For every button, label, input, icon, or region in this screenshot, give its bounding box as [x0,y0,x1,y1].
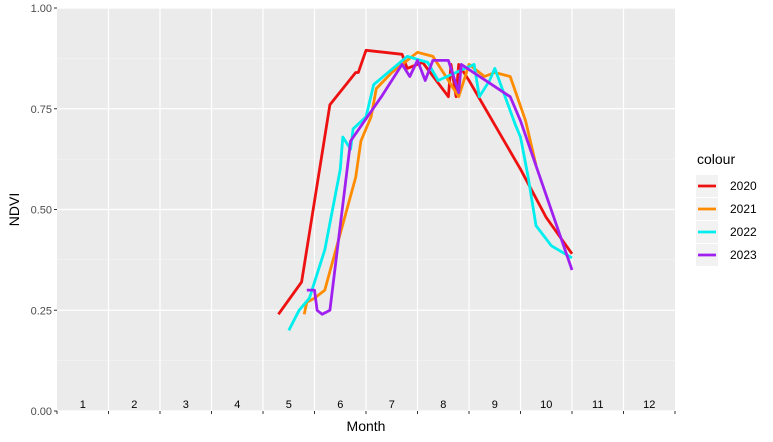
series-lines [277,48,574,332]
legend-title: colour [697,151,735,167]
legend-label-2023: 2023 [730,248,757,262]
series-line-2023 [306,59,574,316]
y-tick-label: 1.00 [31,3,52,15]
month-label: 5 [286,399,292,411]
month-label: 3 [183,399,189,411]
y-tick-label: 0.75 [31,104,52,116]
month-label: 8 [440,399,446,411]
month-label: 1 [80,399,86,411]
month-label: 9 [492,399,498,411]
month-label: 7 [389,399,395,411]
major-gridlines [57,7,675,412]
legend-label-2021: 2021 [730,202,757,216]
y-tick-label: 0.00 [31,406,52,418]
legend-label-2020: 2020 [730,179,757,193]
y-tick-label: 0.25 [31,305,52,317]
series-line-2022 [287,55,573,332]
month-label: 2 [131,399,137,411]
series-line-2020 [277,48,574,316]
month-label: 12 [643,399,655,411]
y-axis: 0.00 0.25 0.50 0.75 1.00 [31,3,57,418]
month-label: 4 [234,399,240,411]
month-labels: 1 2 3 4 5 6 7 8 9 10 11 12 [80,399,656,411]
y-tick-label: 0.50 [31,205,52,217]
x-axis [56,411,676,414]
y-axis-title: NDVI [6,193,22,226]
month-label: 6 [337,399,343,411]
legend-label-2022: 2022 [730,225,757,239]
legend: colour 2020 2021 2022 2023 [696,151,757,266]
series-line-2021 [302,50,538,315]
month-label: 11 [592,399,603,411]
month-label: 10 [540,399,552,411]
x-axis-title: Month [347,418,386,434]
